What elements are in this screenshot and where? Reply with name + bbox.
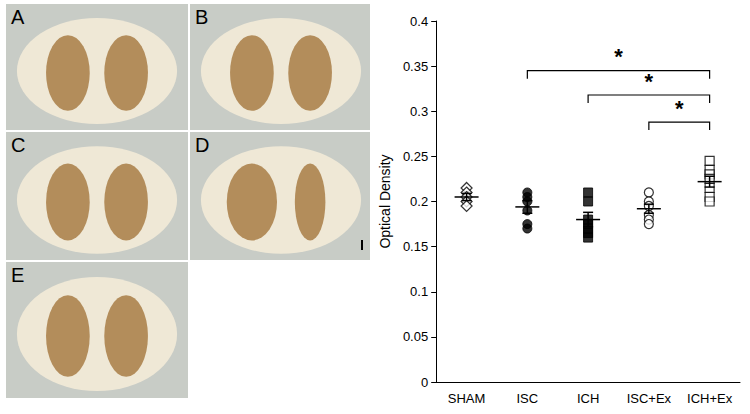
svg-text:ICH: ICH xyxy=(577,391,599,406)
svg-text:ICH+Ex: ICH+Ex xyxy=(687,391,733,406)
html-text:D: D xyxy=(195,134,210,156)
svg-text:0.25: 0.25 xyxy=(403,149,428,164)
svg-text:ISC+Ex: ISC+Ex xyxy=(627,391,672,406)
html-text:A: A xyxy=(11,6,25,28)
svg-text:*: * xyxy=(675,96,684,121)
svg-text:Optical Density: Optical Density xyxy=(377,154,393,248)
svg-text:*: * xyxy=(645,69,654,94)
svg-text:0: 0 xyxy=(421,375,428,390)
html-text:B: B xyxy=(195,6,209,28)
svg-text:0.1: 0.1 xyxy=(410,284,428,299)
svg-text:0.3: 0.3 xyxy=(410,104,428,119)
html-text:E: E xyxy=(11,264,25,286)
svg-text:0.4: 0.4 xyxy=(410,14,428,29)
svg-text:0.15: 0.15 xyxy=(403,239,428,254)
svg-text:0.2: 0.2 xyxy=(410,194,428,209)
svg-text:*: * xyxy=(614,44,623,69)
svg-text:0.35: 0.35 xyxy=(403,59,428,74)
svg-text:ISC: ISC xyxy=(517,391,539,406)
svg-text:0.05: 0.05 xyxy=(403,329,428,344)
svg-text:SHAM: SHAM xyxy=(448,391,486,406)
html-text:C: C xyxy=(11,134,26,156)
